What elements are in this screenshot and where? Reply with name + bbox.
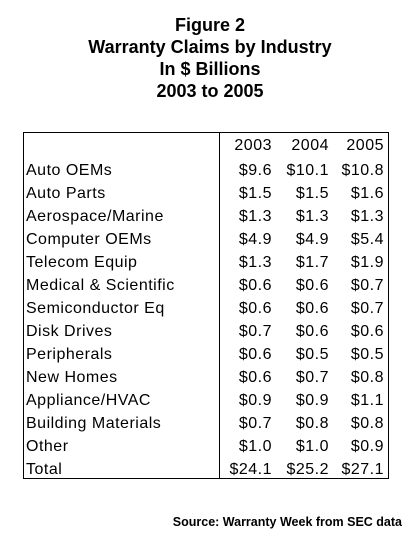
table-cell: $0.6 bbox=[295, 323, 329, 340]
table-cell: $0.6 bbox=[238, 300, 272, 317]
table-cell: $1.0 bbox=[238, 438, 272, 455]
table-cell: $0.7 bbox=[238, 323, 272, 340]
table-cell: $0.8 bbox=[350, 415, 384, 432]
row-label: Disk Drives bbox=[26, 323, 113, 340]
table-cell: $4.9 bbox=[238, 231, 272, 248]
table-cell: $0.7 bbox=[350, 300, 384, 317]
table-cell: $0.6 bbox=[238, 277, 272, 294]
row-label: New Homes bbox=[26, 369, 118, 386]
table-cell: $1.3 bbox=[238, 208, 272, 225]
table-cell: $0.5 bbox=[295, 346, 329, 363]
table-cell: $0.8 bbox=[295, 415, 329, 432]
table-row: New Homes $0.6 $0.7 $0.8 bbox=[24, 366, 388, 389]
source-note: Source: Warranty Week from SEC data bbox=[172, 515, 402, 529]
table-cell: $0.6 bbox=[238, 346, 272, 363]
table-row: Appliance/HVAC $0.9 $0.9 $1.1 bbox=[24, 389, 388, 412]
row-label: Auto Parts bbox=[26, 185, 106, 202]
table-cell: $0.6 bbox=[295, 300, 329, 317]
row-label: Telecom Equip bbox=[26, 254, 138, 271]
header-corner bbox=[24, 133, 219, 159]
row-label: Semiconductor Eq bbox=[26, 300, 165, 317]
table-cell: $27.1 bbox=[341, 461, 384, 478]
table-cell: $1.3 bbox=[350, 208, 384, 225]
table-cell: $0.6 bbox=[238, 369, 272, 386]
column-divider bbox=[219, 133, 220, 478]
row-label: Appliance/HVAC bbox=[26, 392, 151, 409]
table-cell: $0.7 bbox=[238, 415, 272, 432]
table-cell: $10.1 bbox=[286, 162, 329, 179]
table-cell: $0.9 bbox=[238, 392, 272, 409]
title-line-2: Warranty Claims by Industry bbox=[88, 37, 332, 57]
column-header: 2003 bbox=[234, 137, 272, 154]
row-label: Computer OEMs bbox=[26, 231, 152, 248]
table-body: Auto OEMs $9.6 $10.1 $10.8 Auto Parts $1.5 $1.… bbox=[24, 159, 388, 481]
row-label: Total bbox=[26, 461, 63, 478]
title-line-3: In $ Billions bbox=[159, 59, 261, 79]
table-row: Building Materials $0.7 $0.8 $0.8 bbox=[24, 412, 388, 435]
column-header: 2004 bbox=[291, 137, 329, 154]
row-label: Peripherals bbox=[26, 346, 113, 363]
table-cell: $0.9 bbox=[295, 392, 329, 409]
table-row: Disk Drives $0.7 $0.6 $0.6 bbox=[24, 320, 388, 343]
table-cell: $1.5 bbox=[238, 185, 272, 202]
table-cell: $1.6 bbox=[350, 185, 384, 202]
row-label: Building Materials bbox=[26, 415, 162, 432]
table-cell: $1.7 bbox=[295, 254, 329, 271]
table-cell: $25.2 bbox=[286, 461, 329, 478]
table-row: Auto Parts $1.5 $1.5 $1.6 bbox=[24, 182, 388, 205]
table-row: Aerospace/Marine $1.3 $1.3 $1.3 bbox=[24, 205, 388, 228]
row-label: Other bbox=[26, 438, 69, 455]
row-label: Medical & Scientific bbox=[26, 277, 175, 294]
chart-title: Figure 2 Warranty Claims by Industry In … bbox=[0, 14, 420, 102]
table-cell: $0.7 bbox=[350, 277, 384, 294]
table-cell: $1.3 bbox=[295, 208, 329, 225]
table-cell: $24.1 bbox=[229, 461, 272, 478]
table-row: Total $24.1 $25.2 $27.1 bbox=[24, 458, 388, 481]
table-cell: $0.5 bbox=[350, 346, 384, 363]
table-row: Computer OEMs $4.9 $4.9 $5.4 bbox=[24, 228, 388, 251]
title-line-1: Figure 2 bbox=[174, 15, 245, 35]
table-cell: $1.5 bbox=[295, 185, 329, 202]
table-cell: $0.7 bbox=[295, 369, 329, 386]
table-cell: $9.6 bbox=[238, 162, 272, 179]
table-row: Telecom Equip $1.3 $1.7 $1.9 bbox=[24, 251, 388, 274]
column-header: 2005 bbox=[346, 137, 384, 154]
table-row: Peripherals $0.6 $0.5 $0.5 bbox=[24, 343, 388, 366]
row-label: Auto OEMs bbox=[26, 162, 113, 179]
table-row: Medical & Scientific $0.6 $0.6 $0.7 bbox=[24, 274, 388, 297]
table-cell: $0.6 bbox=[295, 277, 329, 294]
table-cell: $5.4 bbox=[350, 231, 384, 248]
table-cell: $0.6 bbox=[350, 323, 384, 340]
data-table: 2003 2004 2005 Auto OEMs $9.6 $10.1 $10.8 Au… bbox=[24, 133, 388, 481]
table-cell: $1.3 bbox=[238, 254, 272, 271]
table-row: Auto OEMs $9.6 $10.1 $10.8 bbox=[24, 159, 388, 182]
table-cell: $1.0 bbox=[295, 438, 329, 455]
data-table-frame: 2003 2004 2005 Auto OEMs $9.6 $10.1 $10.8 Au… bbox=[23, 132, 389, 479]
table-row: Semiconductor Eq $0.6 $0.6 $0.7 bbox=[24, 297, 388, 320]
table-row: Other $1.0 $1.0 $0.9 bbox=[24, 435, 388, 458]
table-cell: $1.9 bbox=[350, 254, 384, 271]
table-cell: $10.8 bbox=[341, 162, 384, 179]
table-cell: $4.9 bbox=[295, 231, 329, 248]
header-row: 2003 2004 2005 bbox=[24, 133, 388, 159]
table-cell: $0.8 bbox=[350, 369, 384, 386]
row-label: Aerospace/Marine bbox=[26, 208, 164, 225]
title-line-4: 2003 to 2005 bbox=[156, 81, 264, 101]
table-cell: $0.9 bbox=[350, 438, 384, 455]
table-cell: $1.1 bbox=[350, 392, 384, 409]
